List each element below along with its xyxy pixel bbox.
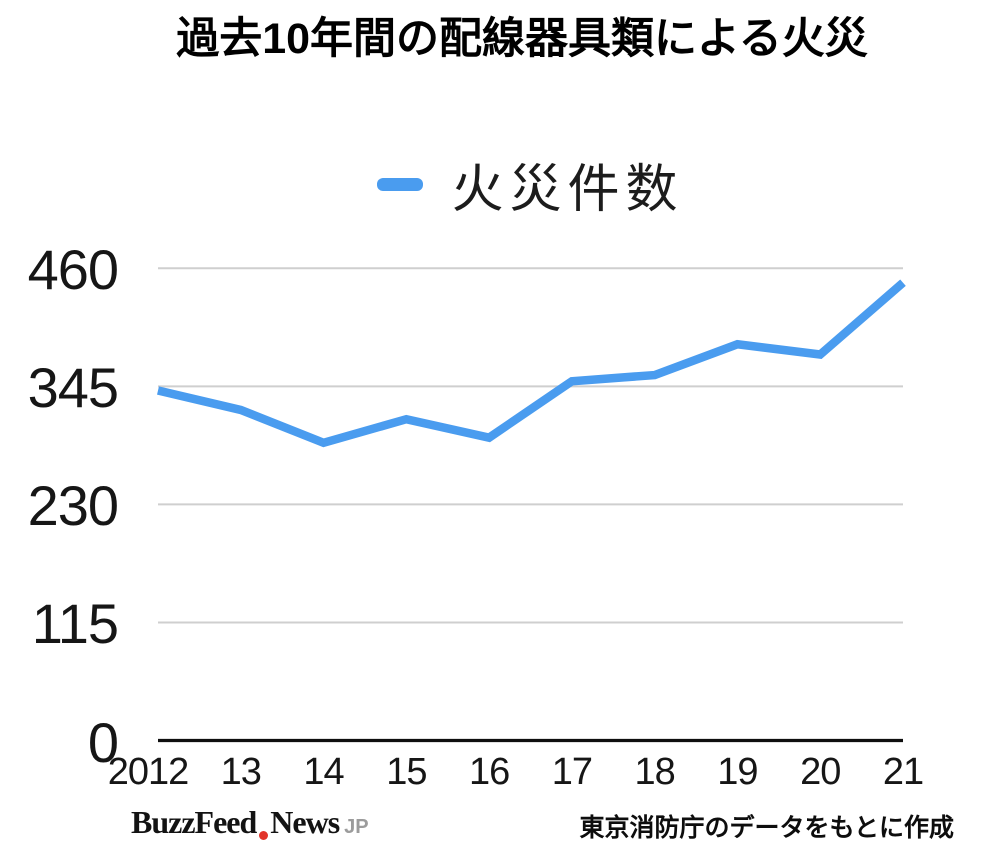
logo-text-buzzfeed: BuzzFeed <box>131 804 257 840</box>
logo-red-dot-icon <box>259 831 269 840</box>
legend-series-label: 火災件数 <box>451 160 684 219</box>
x-axis-tick-label: 21 <box>882 751 924 793</box>
logo-text-news: News <box>270 804 340 840</box>
y-axis-tick-label: 460 <box>27 238 119 302</box>
x-axis-tick-label: 19 <box>717 751 758 793</box>
y-axis-tick-label: 115 <box>31 592 119 656</box>
x-axis-tick-label: 13 <box>220 751 262 793</box>
x-axis-tick-label: 18 <box>634 751 676 793</box>
x-axis-tick-label: 2012 <box>107 751 190 793</box>
legend: 火災件数 <box>158 152 903 219</box>
y-axis-tick-label: 345 <box>27 356 119 420</box>
y-axis-tick-label: 0 <box>87 710 119 774</box>
data-source-attribution: 東京消防庁のデータをもとに作成 <box>579 814 954 842</box>
legend-line-swatch <box>377 177 424 191</box>
buzzfeed-news-logo: BuzzFeed News JP <box>131 804 369 841</box>
chart-title: 過去10年間の配線器具類による火災 <box>176 15 868 63</box>
x-axis-tick-label: 14 <box>303 751 344 793</box>
series-line-火災件数 <box>157 279 906 448</box>
x-axis-tick-label: 16 <box>468 751 510 793</box>
x-axis-tick-label: 15 <box>386 751 427 793</box>
logo-text-jp: JP <box>344 816 369 838</box>
x-axis-tick-label: 20 <box>800 751 841 793</box>
y-axis-tick-label: 230 <box>27 474 119 538</box>
x-axis-tick-label: 17 <box>551 751 593 793</box>
